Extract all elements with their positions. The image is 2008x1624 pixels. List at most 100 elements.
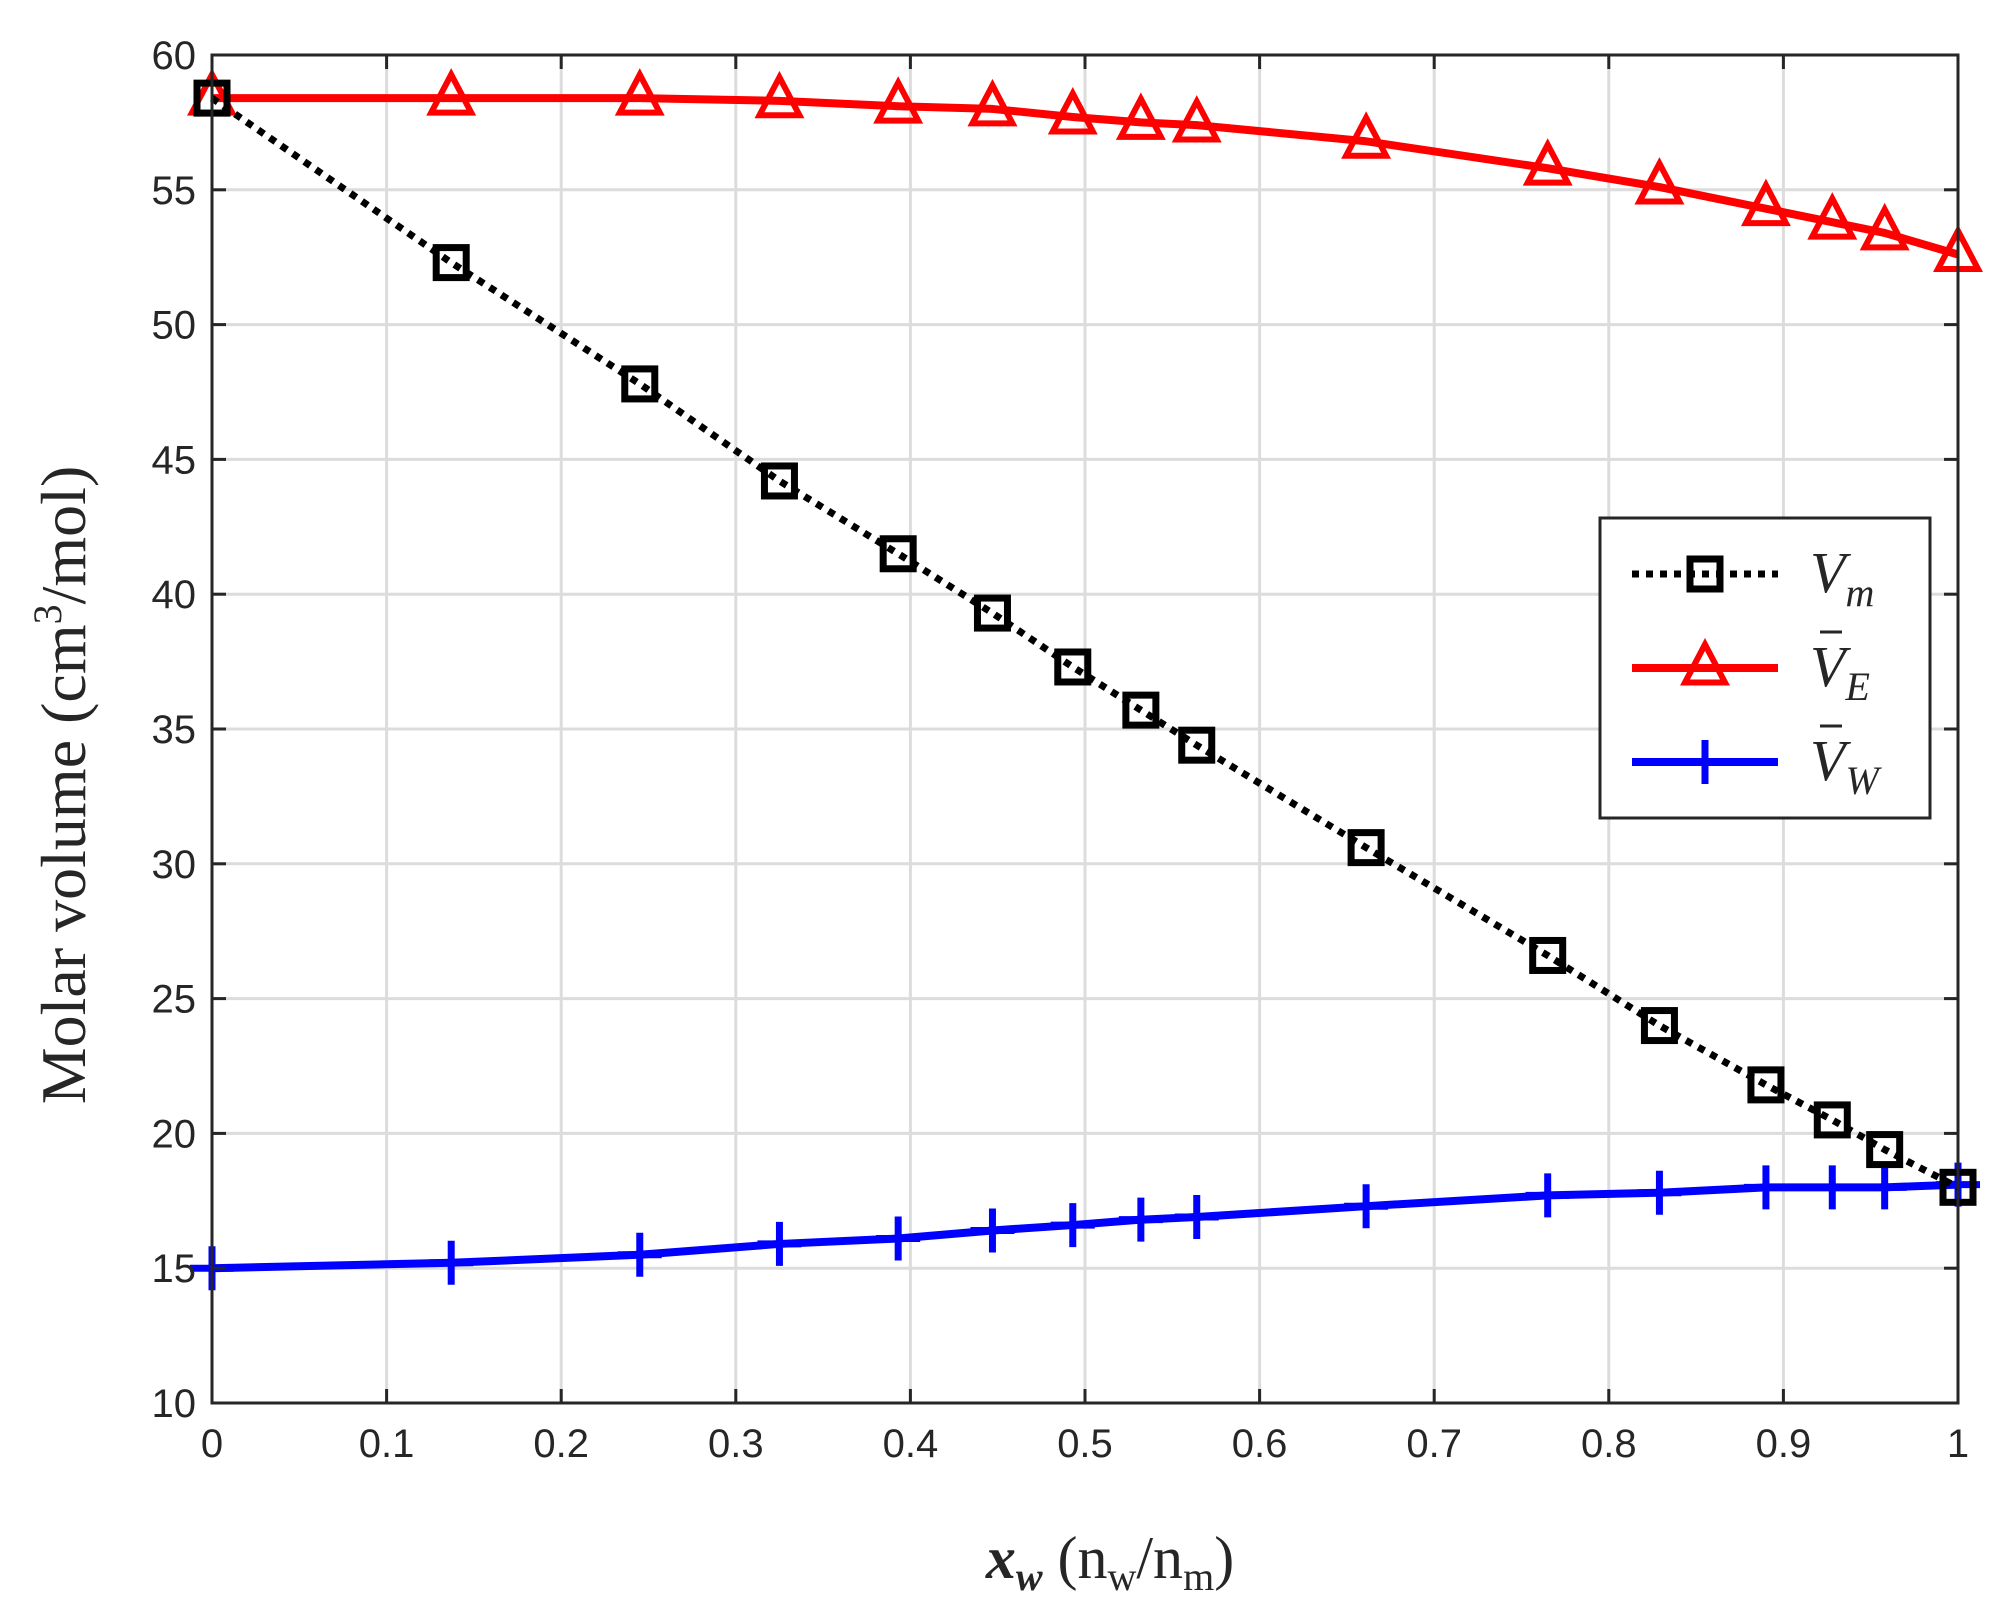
data-point xyxy=(1174,1194,1219,1239)
data-point xyxy=(1813,1101,1851,1139)
data-point xyxy=(1115,92,1166,140)
data-point xyxy=(873,76,924,124)
x-axis-title-sub1: w xyxy=(1108,1554,1137,1599)
y-axis-title-main: Molar volume (cm xyxy=(28,624,99,1104)
x-tick-label: 0.6 xyxy=(1232,1422,1288,1466)
data-point xyxy=(1862,1165,1907,1210)
y-axis-title: Molar volume (cm3/mol) xyxy=(25,466,99,1105)
y-tick-label: 15 xyxy=(152,1247,197,1291)
data-point xyxy=(1341,111,1392,159)
y-tick-label: 50 xyxy=(152,304,197,348)
data-point xyxy=(429,1240,474,1285)
series-layer xyxy=(187,68,1983,1291)
data-point xyxy=(1118,1197,1163,1242)
data-point xyxy=(1047,87,1098,135)
y-tick-label: 10 xyxy=(152,1382,197,1426)
y-axis-title-tail: /mol) xyxy=(28,466,99,605)
data-point xyxy=(876,1216,921,1261)
y-tick-label: 55 xyxy=(152,169,197,213)
data-point xyxy=(614,68,665,116)
data-point xyxy=(621,365,659,403)
legend-marker xyxy=(1683,740,1727,784)
y-tick-label: 40 xyxy=(152,573,197,617)
legend-item-e: VE xyxy=(1632,630,1870,709)
x-tick-label: 0.5 xyxy=(1057,1422,1113,1466)
series-line xyxy=(212,94,1960,259)
x-tick-label: 0.2 xyxy=(533,1422,589,1466)
y-tick-label: 20 xyxy=(152,1112,197,1156)
x-tick-label: 0 xyxy=(201,1422,223,1466)
data-point xyxy=(1522,138,1573,186)
legend-item-w: VW xyxy=(1632,724,1882,803)
data-point xyxy=(1344,1184,1389,1229)
y-tick-label: 60 xyxy=(152,34,197,78)
x-axis-title-close: ) xyxy=(1214,1525,1234,1591)
data-point xyxy=(1178,726,1216,764)
legend-label-base: V xyxy=(1810,728,1852,793)
data-point xyxy=(1637,1170,1682,1215)
x-axis-title-var: x xyxy=(985,1525,1016,1591)
data-point xyxy=(973,594,1011,632)
x-axis-title-sub2: m xyxy=(1183,1554,1214,1599)
data-point xyxy=(760,462,798,500)
x-axis-title: xw (nw/nm) xyxy=(985,1525,1234,1599)
series-e xyxy=(187,68,1983,272)
data-point xyxy=(1634,157,1685,205)
series-line xyxy=(210,95,1960,1191)
series-m xyxy=(193,79,1977,1206)
legend-label-sub: W xyxy=(1845,758,1882,803)
data-point xyxy=(426,68,477,116)
legend-item-m: Vm xyxy=(1632,540,1874,615)
data-point xyxy=(1859,202,1910,251)
data-point xyxy=(879,535,917,573)
data-point xyxy=(1171,95,1222,143)
x-axis-title-slash: /n xyxy=(1136,1525,1183,1591)
legend-label-base: V xyxy=(1810,540,1852,605)
y-tick-label: 30 xyxy=(152,843,197,887)
legend-label-base: V xyxy=(1810,634,1852,699)
data-point xyxy=(1866,1131,1904,1169)
legend-label-sub: m xyxy=(1845,570,1874,615)
data-point xyxy=(1050,1203,1095,1248)
data-point xyxy=(970,1208,1015,1253)
data-point xyxy=(1807,192,1858,240)
y-tick-label: 45 xyxy=(152,438,197,482)
data-point xyxy=(617,1232,662,1277)
legend-marker xyxy=(1686,555,1724,593)
data-point xyxy=(757,1221,802,1266)
x-tick-label: 0.9 xyxy=(1756,1422,1812,1466)
series-line xyxy=(211,1180,1959,1273)
legend-marker xyxy=(1680,637,1730,686)
legend-label: VE xyxy=(1810,634,1870,709)
data-point xyxy=(432,244,470,282)
data-point xyxy=(1529,936,1567,974)
data-point xyxy=(1747,1066,1785,1104)
y-tick-label: 25 xyxy=(152,978,197,1022)
x-tick-label: 0.7 xyxy=(1406,1422,1462,1466)
data-point xyxy=(1640,1007,1678,1045)
x-tick-label: 0.4 xyxy=(883,1422,939,1466)
data-point xyxy=(1743,1165,1788,1210)
x-tick-label: 0.8 xyxy=(1581,1422,1637,1466)
x-tick-label: 0.1 xyxy=(359,1422,415,1466)
y-axis-title-sup: 3 xyxy=(25,604,70,624)
data-point xyxy=(1054,648,1092,686)
data-point xyxy=(1740,178,1791,227)
data-point xyxy=(754,70,805,119)
x-axis-title-var-sub: w xyxy=(1016,1554,1043,1599)
data-point xyxy=(1347,829,1385,867)
x-tick-label: 1 xyxy=(1947,1422,1969,1466)
ticks: 0 0.1 0.2 0.3 0.4 0.5 0.6 0.7 0.8 0.9 1 10 15 20 25 30 3… xyxy=(152,34,1970,1466)
x-axis-title-open: (n xyxy=(1043,1525,1108,1591)
data-point xyxy=(1525,1173,1570,1218)
legend-label: VW xyxy=(1810,728,1882,803)
data-point xyxy=(1122,691,1160,729)
y-tick-label: 35 xyxy=(152,708,197,752)
data-point xyxy=(967,78,1018,127)
data-point xyxy=(1810,1165,1855,1210)
legend-label-sub: E xyxy=(1844,664,1869,709)
x-tick-label: 0.3 xyxy=(708,1422,764,1466)
legend-label: Vm xyxy=(1810,540,1874,615)
